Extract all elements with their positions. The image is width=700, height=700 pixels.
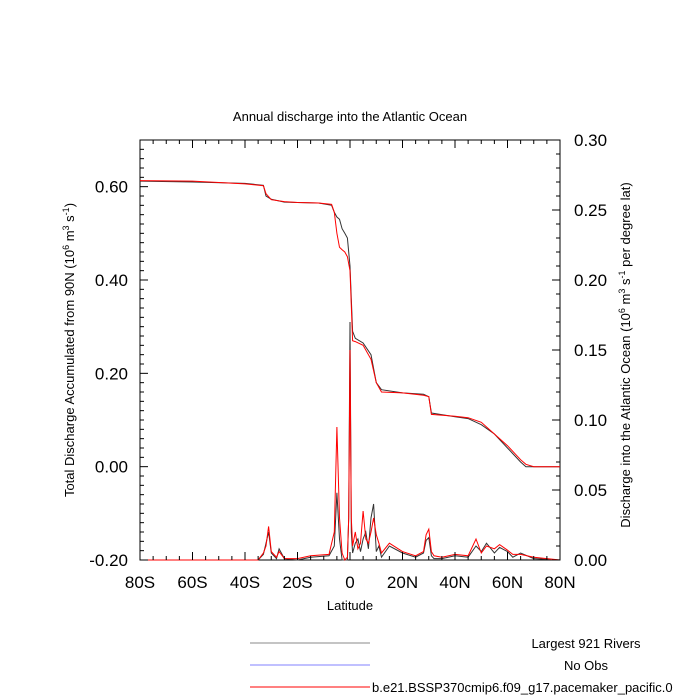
right-axis-label: Discharge into the Atlantic Ocean (106 m… [617,182,633,527]
left-axis-label-part: Total Discharge Accumulated from 90N (10 [62,250,77,497]
legend: Largest 921 Rivers No Obs b.e21.BSSP370cmi… [250,636,673,695]
y-left-tick-label: 0.20 [95,364,128,383]
right-tick-labels: 0.30 0.25 0.20 0.15 0.10 0.05 0.00 [574,131,607,570]
right-axis-label-sup: -1 [617,270,627,278]
y-right-tick-label: 0.00 [574,551,607,570]
y-right-tick-label: 0.25 [574,201,607,220]
series-line-3 [140,349,561,561]
x-tick-label: 80N [544,573,575,592]
left-axis-label: Total Discharge Accumulated from 90N (10… [61,203,77,497]
x-tick-label: 80S [125,573,155,592]
legend-label: b.e21.BSSP370cmip6.f09_g17.pacemaker_pac… [372,680,673,695]
y-right-tick-label: 0.15 [574,341,607,360]
y-right-tick-label: 0.05 [574,481,607,500]
left-axis-label-sup: -1 [61,207,71,215]
y-right-tick-label: 0.10 [574,411,607,430]
x-tick-label: 20N [387,573,418,592]
left-axis-label-sup: 6 [61,245,71,250]
y-left-tick-label: -0.20 [89,551,128,570]
legend-label: Largest 921 Rivers [531,636,641,651]
right-axis-label-sup: 3 [617,289,627,294]
x-axis-label: Latitude [327,598,373,613]
left-tick-labels: 0.60 0.40 0.20 0.00 -0.20 [89,178,128,570]
x-tick-labels: 80S 60S 40S 20S 0 20N 40N 60N 80N [125,573,576,592]
chart-title: Annual discharge into the Atlantic Ocean [233,109,467,124]
left-axis-label-part: ) [62,203,77,207]
x-tick-label: 60S [177,573,207,592]
x-tick-label: 40S [230,573,260,592]
left-axis-label-part: m [62,230,77,244]
y-left-tick-label: 0.60 [95,178,128,197]
x-tick-label: 20S [282,573,312,592]
right-axis-label-part: m [618,294,633,308]
right-axis-label-part: Discharge into the Atlantic Ocean (10 [618,313,633,528]
x-tick-label: 0 [345,573,354,592]
x-tick-label: 40N [439,573,470,592]
y-left-tick-label: 0.40 [95,271,128,290]
legend-label: No Obs [564,658,609,673]
plot-area [139,139,561,561]
series-layer [139,180,561,561]
right-axis-label-part: s [618,278,633,289]
ticks-layer [139,139,561,561]
y-right-tick-label: 0.30 [574,131,607,150]
left-axis-label-part: s [62,215,77,226]
left-axis-label-sup: 3 [61,225,71,230]
series-line-1 [139,180,560,468]
x-tick-label: 60N [492,573,523,592]
right-axis-label-sup: 6 [617,308,627,313]
y-right-tick-label: 0.20 [574,271,607,290]
right-axis-label-part: per degree lat) [618,182,633,270]
y-left-tick-label: 0.00 [95,458,128,477]
